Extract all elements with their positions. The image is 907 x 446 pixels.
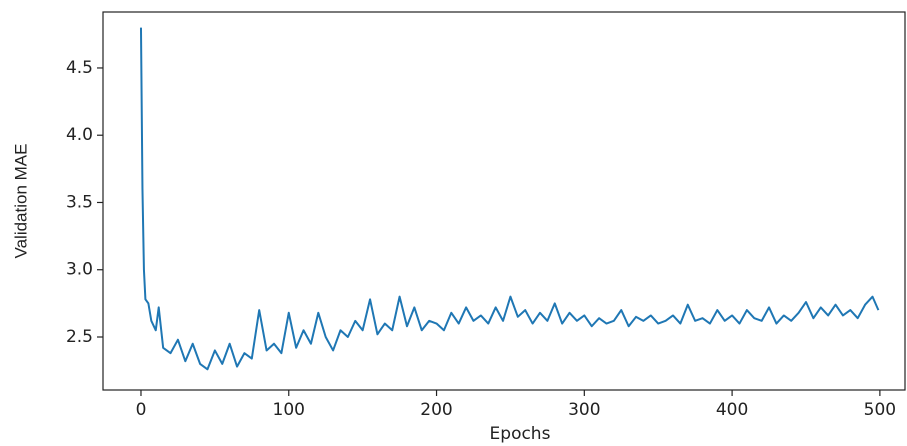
x-axis-label: Epochs <box>490 424 551 444</box>
x-tick-label: 0 <box>136 400 147 420</box>
y-tick-label: 4.0 <box>66 125 93 145</box>
plot-frame <box>102 11 906 391</box>
x-tick-label: 100 <box>273 400 305 420</box>
y-tick-label: 3.5 <box>66 192 93 212</box>
x-tick-label: 400 <box>716 400 748 420</box>
x-tick-label: 300 <box>568 400 600 420</box>
y-axis-label: Validation MAE <box>11 144 30 259</box>
y-tick-label: 4.5 <box>66 58 93 78</box>
x-tick-label: 200 <box>420 400 452 420</box>
line-series <box>139 27 880 371</box>
x-tick-label: 500 <box>864 400 896 420</box>
y-tick-label: 2.5 <box>66 327 93 347</box>
y-tick-label: 3.0 <box>66 260 93 280</box>
